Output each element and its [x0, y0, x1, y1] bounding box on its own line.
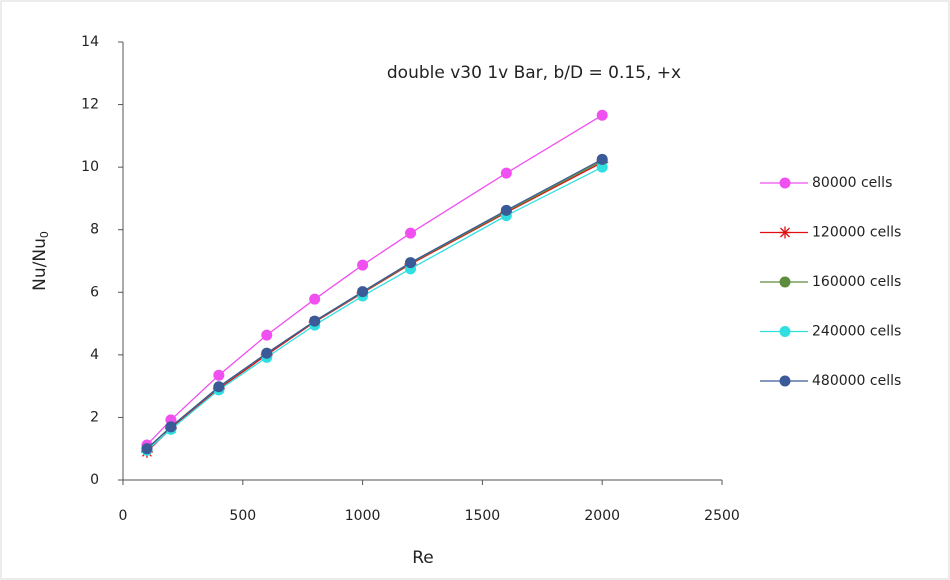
y-tick-label: 0: [90, 472, 99, 488]
marker: [261, 329, 273, 341]
legend-label: 120000 cells: [812, 225, 901, 241]
legend-label: 240000 cells: [812, 324, 901, 340]
legend-label: 80000 cells: [812, 175, 892, 191]
marker: [779, 276, 791, 288]
marker: [213, 381, 225, 393]
marker: [500, 167, 512, 179]
y-tick-label: 2: [90, 409, 99, 425]
marker: [309, 293, 321, 305]
y-axis-label: Nu/Nu0: [30, 231, 51, 291]
marker-stroke: [780, 227, 790, 238]
marker: [261, 347, 273, 359]
y-axis-label-main: Nu/Nu: [30, 238, 50, 291]
x-tick-label: 2500: [704, 508, 740, 524]
x-tick-label: 0: [119, 508, 128, 524]
marker: [309, 315, 321, 327]
y-tick-label: 4: [90, 347, 99, 363]
marker: [357, 286, 369, 298]
marker: [213, 369, 225, 381]
annotation: double v30 1v Bar, b/D = 0.15, +x: [387, 63, 681, 83]
legend-label: 160000 cells: [812, 274, 901, 290]
marker: [779, 326, 791, 337]
legend-label: 480000 cells: [812, 373, 901, 389]
marker: [165, 421, 177, 433]
marker: [405, 227, 417, 239]
y-tick-label: 6: [90, 284, 99, 300]
y-axis-label-sub: 0: [38, 231, 51, 238]
marker: [596, 161, 608, 173]
marker: [596, 109, 608, 121]
x-tick-label: 1500: [465, 508, 501, 524]
y-tick-label: 12: [81, 97, 99, 113]
marker: [596, 153, 608, 165]
marker: [779, 226, 791, 239]
marker: [779, 177, 791, 189]
marker: [141, 443, 153, 455]
x-tick-label: 1000: [345, 508, 381, 524]
x-axis-label: Re: [412, 548, 434, 568]
y-tick-label: 14: [81, 34, 99, 50]
marker: [357, 259, 369, 271]
y-tick-label: 8: [90, 222, 99, 238]
marker: [405, 257, 417, 269]
marker: [500, 204, 512, 216]
x-tick-label: 2000: [584, 508, 620, 524]
y-tick-label: 10: [81, 159, 99, 175]
x-tick-label: 500: [229, 508, 256, 524]
marker: [779, 375, 791, 387]
